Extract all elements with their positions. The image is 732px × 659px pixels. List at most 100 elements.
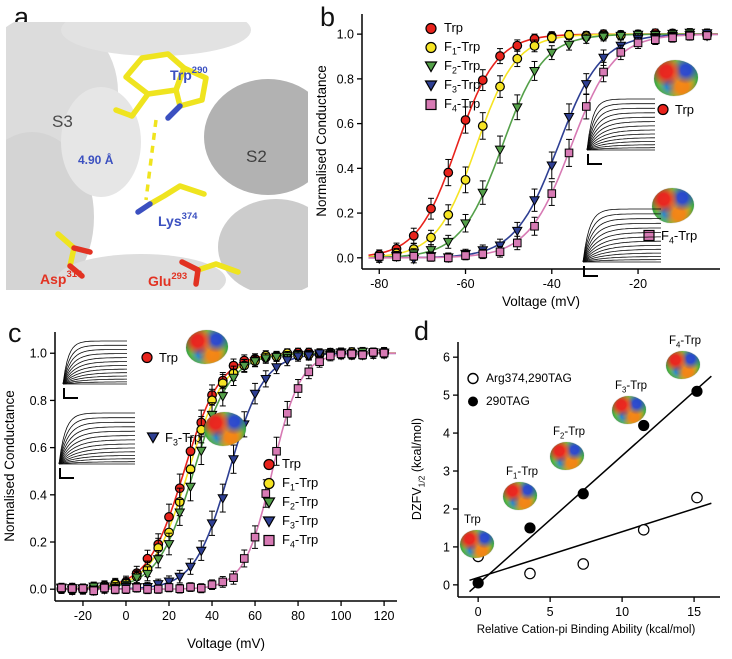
svg-text:4: 4 [443, 427, 450, 441]
legend-item-f4-trp: F4-Trp [262, 532, 319, 550]
glu293-label: Glu293 [148, 271, 187, 289]
open-circle-marker-icon [466, 372, 480, 385]
legend-label: Trp [444, 20, 464, 35]
panel-b-legend: Trp F1-Trp F2-Trp F3-Trp F4-Trp [424, 20, 481, 114]
legend-label: F1-Trp [444, 39, 481, 57]
svg-text:60: 60 [248, 609, 262, 623]
svg-text:-20: -20 [629, 277, 647, 291]
helix-mid [61, 87, 141, 197]
panel-c-letter: c [8, 318, 22, 348]
legend-item-arg374-290tag: Arg374,290TAG [466, 370, 572, 386]
distance-dashed-line [144, 119, 158, 201]
legend-label: F3-Trp [444, 77, 481, 95]
svg-text:0.4: 0.4 [337, 162, 354, 176]
panel-d-letter: d [414, 316, 430, 346]
asp-oxygen-bond-1 [71, 245, 93, 255]
f4-trp-electrostatic-surface [666, 351, 700, 379]
svg-text:0.2: 0.2 [30, 536, 47, 550]
svg-text:1.0: 1.0 [30, 347, 47, 361]
f2-trp-marker-icon [424, 60, 438, 73]
legend-label: F4-Trp [444, 96, 481, 114]
asp-oxygen-bond-2 [67, 263, 85, 279]
panel-d-chart: 0 5 10 15 0 1 2 3 4 5 6 Arg374,290TAG 290TAG Trp F… [410, 318, 732, 659]
trp-marker-icon [424, 22, 438, 35]
svg-text:0.2: 0.2 [337, 207, 354, 221]
panel-b-chart: -80 -60 -40 -20 0.0 0.2 0.4 0.6 0.8 1.0 Trp F1-Tr… [312, 0, 732, 315]
legend-item-f1-trp: F1-Trp [424, 39, 481, 57]
helix-top [61, 22, 251, 56]
asp316-label: Asp316 [40, 269, 82, 287]
legend-label: Trp [282, 456, 302, 471]
f4-trp-marker-icon [262, 534, 276, 547]
trp-electrostatic-surface [654, 60, 698, 96]
panel-b-xaxis-title: Voltage (mV) [501, 294, 581, 309]
legend-item-trp: Trp [262, 456, 318, 472]
f4-trp-marker-icon [642, 229, 656, 242]
annotation-f4-trp: F4-Trp [669, 335, 702, 350]
glu-oxygen-bond-1 [179, 259, 201, 273]
svg-text:1: 1 [443, 540, 450, 554]
svg-text:3: 3 [443, 465, 450, 479]
f3-trp-marker-icon [146, 431, 160, 444]
svg-text:0: 0 [443, 578, 450, 592]
s2-label: S2 [246, 147, 267, 166]
panel-b-plot-area: -80 -60 -40 -20 0.0 0.2 0.4 0.6 0.8 1.0 [337, 14, 720, 291]
inset-trp-label: Trp [140, 350, 178, 365]
svg-text:15: 15 [687, 605, 701, 619]
svg-text:0.4: 0.4 [30, 488, 47, 502]
f4-trp-marker-icon [424, 98, 438, 111]
panel-c-chart: -20 0 20 40 60 80 100 120 0.0 0.2 0.4 0.6 0.8 1.0 Trp… [0, 318, 410, 659]
svg-text:0.6: 0.6 [30, 441, 47, 455]
current-traces-trp [62, 340, 127, 399]
trp-marker-icon [140, 351, 154, 364]
svg-text:0.0: 0.0 [30, 583, 47, 597]
legend-item-290tag: 290TAG [466, 393, 572, 409]
legend-item-f2-trp: F2-Trp [424, 58, 481, 76]
filled-circle-marker-icon [466, 395, 480, 408]
trp290-label: Trp290 [170, 65, 208, 83]
svg-text:0: 0 [123, 609, 130, 623]
f3-trp-electrostatic-surface [204, 412, 246, 446]
lys374-sticks [147, 183, 207, 207]
current-traces-f4-trp [582, 208, 662, 277]
legend-label: F2-Trp [282, 494, 319, 512]
legend-item-f2-trp: F2-Trp [262, 494, 319, 512]
svg-text:5: 5 [443, 389, 450, 403]
svg-text:1.0: 1.0 [337, 28, 354, 42]
distance-label: 4.90 Å [78, 152, 114, 167]
panel-b-yaxis-title: Normalised Conductance [314, 65, 329, 217]
panel-b-letter: b [320, 2, 336, 32]
legend-label: F4-Trp [282, 532, 319, 550]
svg-text:2: 2 [443, 502, 450, 516]
svg-text:120: 120 [374, 609, 395, 623]
helix-s2 [204, 79, 308, 195]
glu293-sticks [195, 261, 241, 275]
svg-text:20: 20 [162, 609, 176, 623]
svg-text:80: 80 [291, 609, 305, 623]
inset-trp-label: Trp [656, 102, 694, 117]
legend-item-f3-trp: F3-Trp [262, 513, 318, 530]
svg-text:0.8: 0.8 [337, 72, 354, 86]
inset-f3-trp-label: F3-Trp [146, 430, 202, 448]
f3-trp-electrostatic-surface [612, 396, 646, 424]
current-traces-f3-trp [58, 412, 136, 479]
svg-text:5: 5 [547, 605, 554, 619]
helix-lower-right [218, 199, 308, 290]
annotation-f1-trp: F1-Trp [506, 466, 539, 481]
svg-text:10: 10 [615, 605, 629, 619]
f4-trp-electrostatic-surface [652, 188, 694, 223]
trp-electrostatic-surface [460, 530, 494, 558]
inset-label-text: F3-Trp [165, 430, 202, 448]
legend-item-f4-trp: F4-Trp [424, 96, 481, 114]
annotation-trp: Trp [464, 514, 481, 526]
legend-label: 290TAG [486, 394, 530, 408]
trp-marker-icon [656, 103, 670, 116]
f3-trp-marker-icon [262, 515, 276, 528]
current-traces-trp [586, 98, 656, 165]
legend-item-trp: Trp [424, 20, 480, 36]
f2-trp-marker-icon [262, 496, 276, 509]
f1-trp-marker-icon [262, 477, 276, 490]
svg-text:6: 6 [443, 351, 450, 365]
legend-label: F2-Trp [444, 58, 481, 76]
